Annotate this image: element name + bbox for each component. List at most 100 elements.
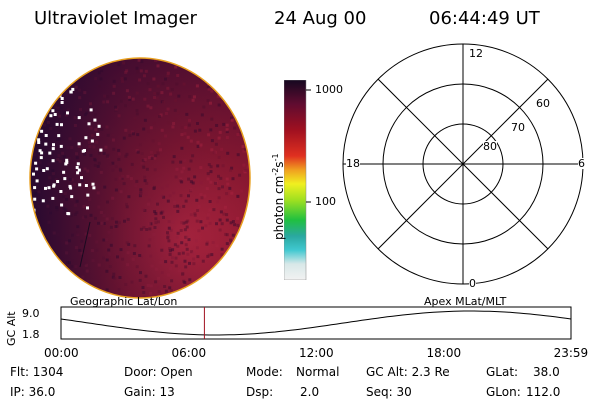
speckle (224, 92, 228, 96)
speckle (51, 283, 55, 287)
auroral-speck (48, 151, 52, 155)
auroral-speck (38, 149, 42, 153)
speckle (34, 280, 38, 284)
auroral-speck (96, 132, 100, 136)
timeline-xtick-label: 23:59 (553, 346, 589, 360)
auroral-speck (69, 90, 73, 94)
speckle (39, 89, 42, 93)
auroral-speck (60, 101, 64, 104)
speckle (216, 65, 220, 69)
speckle (241, 269, 245, 273)
speckle (223, 85, 226, 89)
door-status: Door: Open (124, 365, 193, 379)
speckle (49, 62, 53, 66)
speckle (226, 278, 230, 282)
speckle (241, 108, 244, 112)
auroral-speck (37, 109, 41, 112)
auroral-speck (33, 95, 37, 98)
auroral-speck (71, 87, 75, 91)
polar-mlat-mlt-plot (342, 43, 584, 285)
speckle (32, 286, 36, 290)
speckle (220, 92, 224, 96)
speckle (226, 88, 230, 92)
speckle (248, 103, 250, 107)
speckle (214, 84, 218, 88)
speckle (216, 282, 220, 286)
speckle (70, 290, 74, 294)
speckle (229, 70, 233, 74)
auroral-speck (51, 159, 55, 163)
auroral-speck (44, 186, 47, 190)
speckle (48, 62, 52, 66)
date-label: 24 Aug 00 (274, 8, 367, 29)
auroral-speck (59, 190, 63, 193)
auroral-speck (49, 114, 53, 118)
speckle (234, 58, 238, 62)
speckle (53, 66, 57, 70)
speckle (223, 91, 227, 95)
auroral-speck (34, 120, 38, 124)
speckle (241, 64, 244, 68)
auroral-speck (35, 179, 39, 183)
speckle (207, 76, 211, 80)
speckle (202, 73, 205, 76)
speckle (236, 287, 240, 291)
speckle (224, 264, 228, 268)
auroral-speck (66, 111, 69, 115)
auroral-speck (33, 186, 37, 190)
auroral-speck (44, 142, 48, 146)
timeline-y-low: 1.8 (22, 328, 40, 341)
speckle (231, 81, 235, 85)
speckle (50, 296, 54, 298)
speckle (239, 265, 243, 269)
speckle (234, 297, 238, 298)
speckle (63, 62, 67, 66)
auroral-speck (43, 87, 47, 91)
speckle (73, 65, 77, 69)
mlt-label-0: 0 (469, 277, 476, 290)
speckle (38, 274, 42, 278)
speckle (34, 112, 38, 116)
speckle (246, 106, 250, 110)
speckle (185, 293, 189, 297)
speckle (67, 287, 71, 291)
speckle (53, 78, 57, 82)
dsp-value: 2.0 (300, 385, 320, 399)
mode-value: Normal (296, 365, 340, 379)
timeline-yaxis-label: GC Alt (5, 311, 18, 346)
speckle (221, 279, 225, 283)
auroral-speck (52, 183, 56, 187)
nightside-shading (30, 58, 250, 298)
speckle (239, 75, 243, 79)
speckle (30, 279, 33, 282)
lat-label-70: 70 (511, 121, 525, 134)
auroral-speck (92, 186, 96, 190)
speckle (240, 81, 244, 85)
auroral-speck (37, 141, 41, 144)
auroral-speck (75, 166, 79, 169)
speckle (30, 258, 34, 262)
auroral-speck (40, 91, 44, 95)
speckle (243, 223, 247, 227)
speckle (33, 288, 36, 292)
speckle (237, 290, 241, 294)
auroral-speck (76, 171, 80, 175)
speckle (181, 59, 185, 62)
speckle (232, 58, 236, 62)
speckle (32, 117, 36, 121)
gain-value: Gain: 13 (124, 385, 175, 399)
speckle (224, 260, 228, 264)
speckle (245, 106, 249, 110)
speckle (249, 106, 250, 110)
auroral-speck (60, 203, 64, 207)
auroral-speck (67, 212, 71, 216)
speckle (222, 89, 226, 93)
instrument-title: Ultraviolet Imager (34, 8, 197, 29)
speckle (216, 272, 220, 276)
auroral-speck (42, 169, 46, 172)
mode-label: Mode: (246, 365, 283, 379)
speckle (242, 270, 246, 274)
colorbar (284, 80, 311, 280)
speckle (219, 277, 223, 281)
speckle (229, 264, 233, 267)
